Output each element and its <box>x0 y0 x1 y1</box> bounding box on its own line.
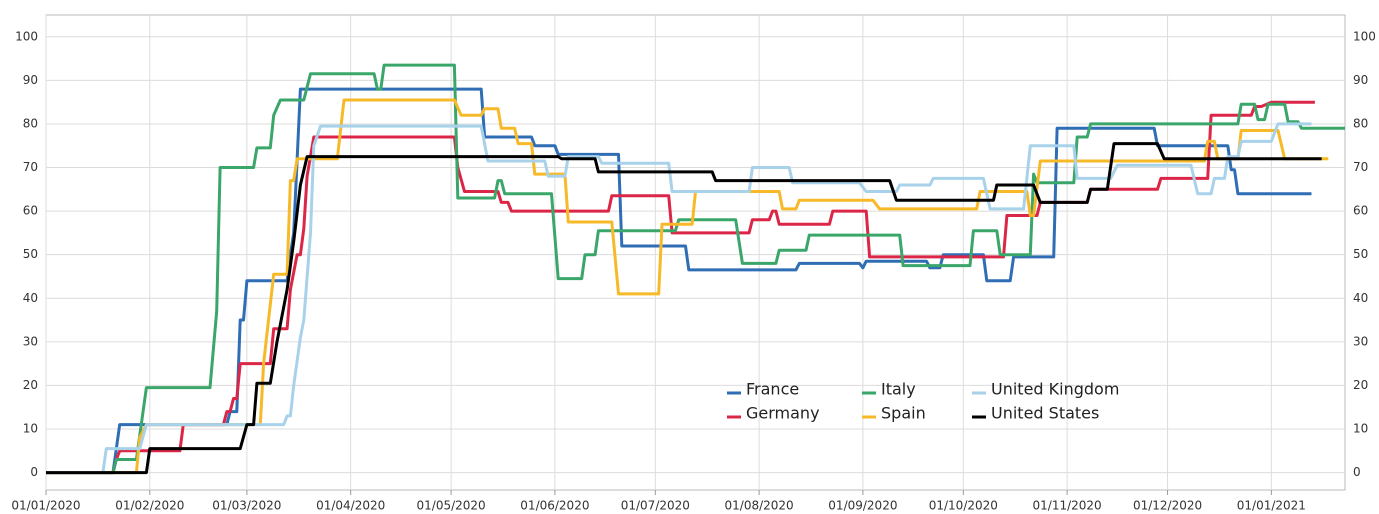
series-line <box>46 63 1345 475</box>
y-tick-label: 80 <box>23 116 38 130</box>
y-tick-label: 10 <box>23 421 38 435</box>
legend-label: Germany <box>746 404 820 423</box>
plot-frame <box>45 14 1346 491</box>
legend-label: Italy <box>881 380 916 399</box>
y-tick-label: 40 <box>23 291 38 305</box>
series-line <box>46 98 1329 475</box>
series-line <box>46 100 1315 475</box>
x-tick-label: 01/11/2020 <box>1033 499 1102 513</box>
y2-tick-label: 80 <box>1353 116 1368 130</box>
y2-tick-label: 100 <box>1353 29 1376 43</box>
series-line <box>46 142 1322 475</box>
y-tick-label: 70 <box>23 160 38 174</box>
series-line <box>46 87 1312 475</box>
y2-tick-label: 60 <box>1353 204 1368 218</box>
y-tick-label: 30 <box>23 334 38 348</box>
y2-tick-label: 40 <box>1353 291 1368 305</box>
x-tick-label: 01/05/2020 <box>417 499 486 513</box>
y-tick-label: 0 <box>30 465 38 479</box>
y-tick-label: 60 <box>23 204 38 218</box>
y2-tick-label: 30 <box>1353 334 1368 348</box>
y-tick-label: 90 <box>23 73 38 87</box>
y2-tick-label: 90 <box>1353 73 1368 87</box>
y2-tick-label: 20 <box>1353 378 1368 392</box>
x-tick-label: 01/07/2020 <box>621 499 690 513</box>
x-tick-label: 01/01/2020 <box>11 499 80 513</box>
y-tick-label: 20 <box>23 378 38 392</box>
x-tick-label: 01/12/2020 <box>1133 499 1202 513</box>
legend-label: United States <box>991 404 1099 423</box>
legend-label: United Kingdom <box>991 380 1119 399</box>
x-tick-label: 01/03/2020 <box>212 499 281 513</box>
x-tick-label: 01/06/2020 <box>520 499 589 513</box>
y2-tick-label: 0 <box>1353 465 1361 479</box>
x-tick-label: 01/04/2020 <box>316 499 385 513</box>
y2-tick-label: 70 <box>1353 160 1368 174</box>
y-tick-label: 100 <box>15 29 38 43</box>
x-tick-label: 01/01/2021 <box>1237 499 1306 513</box>
series-line <box>46 122 1312 475</box>
legend-label: Spain <box>881 404 926 423</box>
x-tick-label: 01/08/2020 <box>725 499 794 513</box>
x-tick-label: 01/02/2020 <box>115 499 184 513</box>
y2-tick-label: 10 <box>1353 421 1368 435</box>
x-tick-label: 01/09/2020 <box>828 499 897 513</box>
y2-tick-label: 50 <box>1353 247 1368 261</box>
x-tick-label: 01/10/2020 <box>929 499 998 513</box>
y-tick-label: 50 <box>23 247 38 261</box>
legend-label: France <box>746 380 799 399</box>
